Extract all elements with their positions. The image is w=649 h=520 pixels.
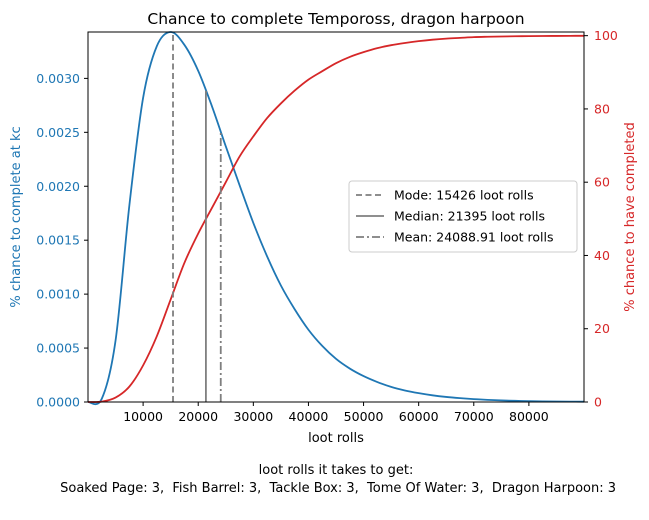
pdf-series-line (87, 31, 585, 406)
legend-box (348, 180, 578, 253)
chart-title: Chance to complete Tempoross, dragon har… (147, 10, 524, 28)
y-right-tick-label: 40 (594, 248, 610, 263)
legend: Mode: 15426 loot rolls Median: 21395 loot… (348, 180, 578, 253)
y-right-tick-label: 100 (594, 28, 618, 43)
y-left-tick-label: 0.0015 (36, 233, 80, 248)
y-right-tick-label: 0 (594, 395, 602, 410)
y-left-tick-label: 0.0030 (36, 71, 80, 86)
x-tick-label: 30000 (233, 409, 273, 424)
y-left-tick-label: 0.0000 (36, 395, 80, 410)
y-axis-left-label: % chance to complete at kc (9, 126, 24, 307)
legend-label-median: Median: 21395 loot rolls (394, 209, 545, 224)
y-axis-right-label: % chance to have completed (623, 122, 638, 312)
y-left-tick-label: 0.0005 (36, 341, 80, 356)
y-left-tick-label: 0.0025 (36, 125, 80, 140)
x-tick-label: 40000 (289, 409, 329, 424)
y-right-tick-label: 20 (594, 321, 610, 336)
x-tick-label: 80000 (509, 409, 549, 424)
footer-line-2: Soaked Page: 3, Fish Barrel: 3, Tackle B… (56, 481, 616, 496)
x-axis-label: loot rolls (308, 431, 364, 446)
cdf-series-line (87, 34, 585, 403)
x-tick-label: 50000 (344, 409, 384, 424)
y-left-tick-label: 0.0010 (36, 287, 80, 302)
x-tick-label: 70000 (454, 409, 494, 424)
footer-line-1: loot rolls it takes to get: (259, 463, 414, 478)
x-tick-label: 20000 (178, 409, 218, 424)
y-axis-left: 0.0000 0.0005 0.0010 0.0015 0.0020 0.0025 0.00… (36, 71, 88, 410)
y-axis-right: 0 20 40 60 80 100 (584, 28, 618, 410)
x-tick-label: 60000 (399, 409, 439, 424)
x-tick-label: 10000 (123, 409, 163, 424)
legend-label-mean: Mean: 24088.91 loot rolls (394, 230, 553, 245)
y-left-tick-label: 0.0020 (36, 179, 80, 194)
y-right-tick-label: 60 (594, 175, 610, 190)
x-axis: 10000 20000 30000 40000 50000 60000 70000 80000 (123, 402, 549, 424)
y-right-tick-label: 80 (594, 101, 610, 116)
plot-frame (87, 31, 585, 403)
marker-layer (172, 34, 222, 402)
series-layer (87, 31, 585, 406)
legend-label-mode: Mode: 15426 loot rolls (394, 188, 534, 203)
plot-area (87, 31, 585, 406)
